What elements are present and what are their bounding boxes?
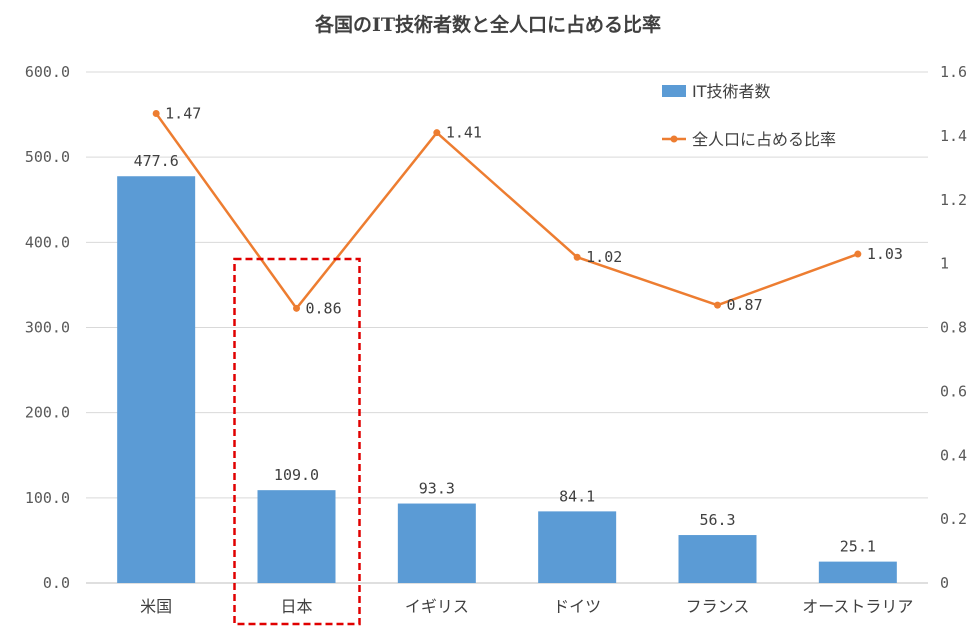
line-point [573,253,581,261]
left-tick-label: 300.0 [25,319,70,337]
chart-title: 各国のIT技術者数と全人口に占める比率 [314,13,661,36]
bar-data-label: 109.0 [274,466,319,484]
bar [538,511,617,583]
left-tick-label: 400.0 [25,233,70,251]
bar [257,490,336,583]
line-point [152,110,160,118]
line-point [433,129,441,137]
bar [678,535,757,583]
line-point [714,301,721,309]
legend: IT技術者数 全人口に占める比率 [662,82,836,149]
category-label: オーストラリア [802,597,913,616]
left-tick-label: 0.0 [43,574,70,592]
right-tick-label: 0.8 [940,319,967,337]
bar [397,503,476,583]
category-label: ドイツ [553,597,601,616]
highlight-rect [233,257,361,626]
right-tick-label: 0.4 [940,446,967,464]
right-tick-label: 1.2 [940,191,967,209]
line-data-label: 1.03 [867,245,903,263]
legend-bar-label: IT技術者数 [692,82,771,101]
category-labels: 米国 日本 イギリス ドイツ フランス オーストラリア [140,597,913,616]
series-line [155,112,859,310]
line-data-label: 0.87 [727,296,763,314]
gridlines [86,71,928,584]
category-label: フランス [686,597,750,616]
category-label: 米国 [140,597,172,616]
category-label: イギリス [405,597,469,616]
highlight-box [233,257,361,626]
bar-data-label: 93.3 [419,480,455,498]
category-label: 日本 [280,597,312,616]
left-tick-label: 600.0 [25,63,70,81]
legend-bar-swatch [662,85,686,97]
line-point [854,250,862,258]
bar-data-label: 477.6 [134,152,179,170]
left-tick-label: 100.0 [25,489,70,507]
bar-data-label: 56.3 [699,511,735,529]
line-data-label: 0.86 [306,299,342,317]
right-tick-label: 0.2 [940,510,967,528]
line-data-label: 1.41 [446,124,482,142]
right-tick-label: 1.4 [940,127,967,145]
bar-data-label: 84.1 [559,487,595,505]
right-axis-ticks: 0 0.2 0.4 0.6 0.8 1 1.2 1.4 1.6 [940,63,967,592]
line-data-label: 1.47 [165,105,201,123]
bar-series: 477.6 109.0 93.3 84.1 56.3 25.1 [117,152,897,583]
legend-line-marker [670,135,678,143]
right-tick-label: 0 [940,574,949,592]
legend-line-label: 全人口に占める比率 [692,130,836,149]
left-axis-ticks: 0.0 100.0 200.0 300.0 400.0 500.0 600.0 [25,63,70,592]
line-point [293,304,300,312]
right-tick-label: 1.6 [940,63,967,81]
right-tick-label: 0.6 [940,382,967,400]
line-data-label: 1.02 [586,248,622,266]
line-series: 1.47 0.86 1.41 1.02 0.87 1.03 [152,105,903,317]
bar [117,176,196,583]
bar-data-label: 25.1 [840,538,876,556]
left-tick-label: 500.0 [25,148,70,166]
left-tick-label: 200.0 [25,404,70,422]
bar [818,561,897,583]
right-tick-label: 1 [940,255,949,273]
